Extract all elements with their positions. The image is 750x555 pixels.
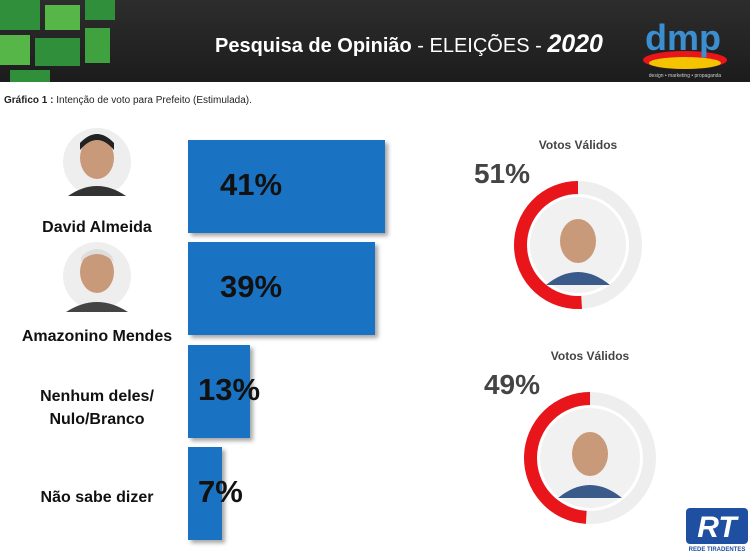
donut-arc [514,181,583,309]
photo-face [560,219,596,263]
photo-1 [63,128,131,196]
value-label: 7% [198,474,243,509]
bar [188,345,251,438]
donut-arc [524,392,591,524]
photo-face [572,432,608,476]
bar [188,242,376,335]
dmp-logo: dmp design • marketing • propaganda [643,17,727,79]
category-label: Nenhum deles/ Nulo/Branco [40,388,154,428]
header-pattern [0,0,115,82]
category-label: Não sabe dizer [40,489,154,506]
photo-2 [63,242,131,312]
bar [188,140,385,233]
category-label: Amazonino Mendes [21,328,173,345]
donut-value-label: 49% [484,369,540,400]
donut-title: Votos Válidos [551,349,630,363]
value-label: 41% [220,167,283,202]
rt-logo: RT REDE TIRADENTES [686,508,748,553]
photo-body [546,272,610,285]
svg-text:dmp: dmp [645,17,721,58]
donut-title: Votos Válidos [539,138,618,152]
value-label: 39% [220,269,283,304]
category-label: David Almeida [42,219,152,236]
svg-text:RT: RT [697,511,739,544]
photo-body [558,485,622,498]
header-title: Pesquisa de Opinião - ELEIÇÕES - 2020 [215,30,603,58]
donut-value-label: 51% [474,158,530,189]
svg-text:design • marketing • propagand: design • marketing • propaganda [649,73,722,79]
bar [188,447,222,540]
header: Pesquisa de Opinião - ELEIÇÕES - 2020 dm… [0,0,750,82]
svg-text:REDE TIRADENTES: REDE TIRADENTES [689,547,746,553]
value-label: 13% [198,372,261,407]
subtitle: Gráfico 1 : Intenção de voto para Prefei… [4,95,252,106]
